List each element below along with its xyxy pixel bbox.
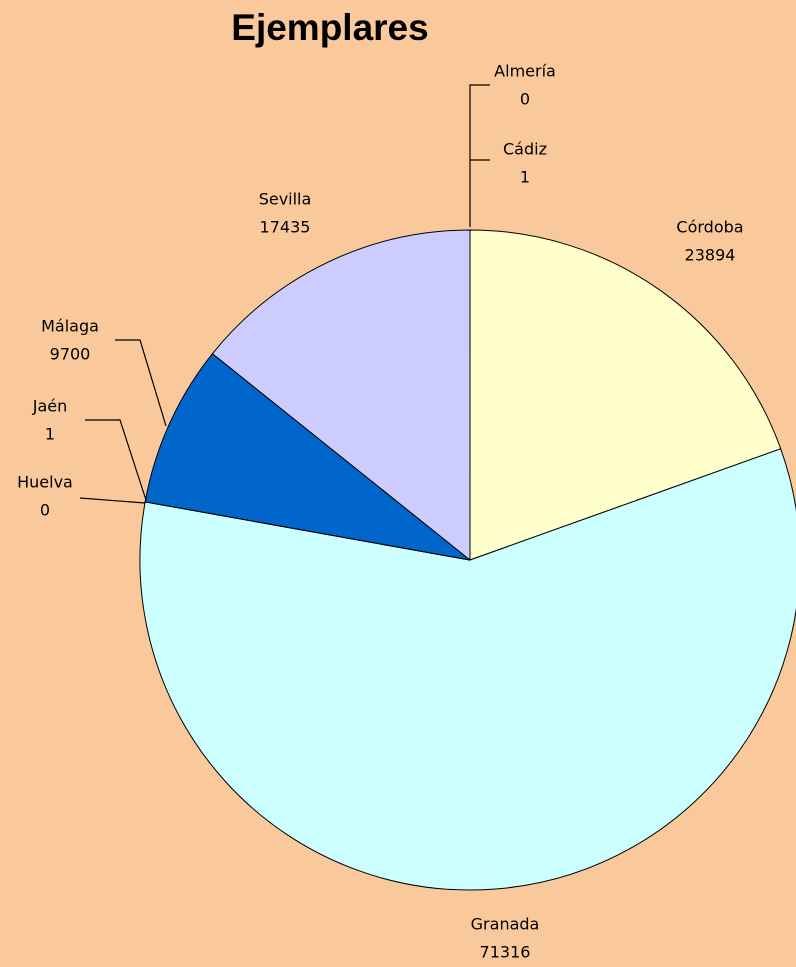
value-label: 23894 bbox=[685, 246, 736, 265]
slice-label: Cádiz bbox=[503, 140, 547, 159]
value-label: 1 bbox=[520, 168, 530, 187]
value-label: 0 bbox=[40, 501, 50, 520]
slice-label: Córdoba bbox=[676, 218, 743, 237]
value-label: 17435 bbox=[260, 218, 311, 237]
slice-label: Sevilla bbox=[259, 190, 312, 209]
slice-label: Almería bbox=[494, 62, 556, 81]
pie bbox=[140, 230, 796, 890]
chart-title: Ejemplares bbox=[231, 7, 428, 48]
slice-label: Málaga bbox=[41, 317, 99, 336]
slice-label: Granada bbox=[471, 915, 540, 934]
value-label: 0 bbox=[520, 90, 530, 109]
chart: Ejemplares Almería 0 Cádiz 1 Córdoba 23894 Gra… bbox=[0, 0, 796, 967]
value-label: 9700 bbox=[50, 345, 91, 364]
slice-label: Jaén bbox=[32, 397, 68, 416]
value-label: 1 bbox=[45, 425, 55, 444]
value-label: 71316 bbox=[480, 943, 531, 962]
slice-label: Huelva bbox=[17, 473, 73, 492]
